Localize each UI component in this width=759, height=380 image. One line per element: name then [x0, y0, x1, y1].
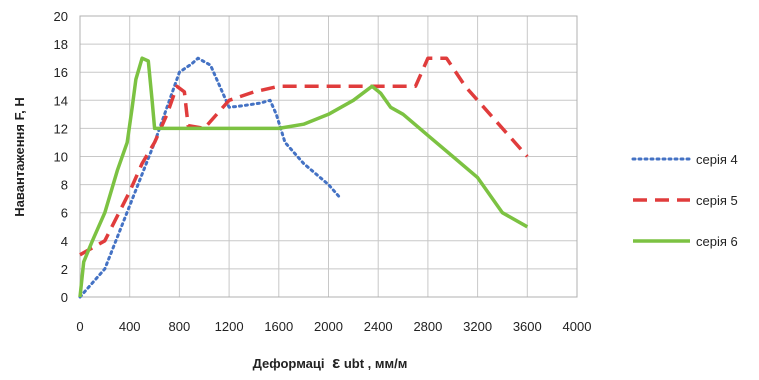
y-tick-label: 18 [54, 37, 68, 52]
y-tick-label: 12 [54, 121, 68, 136]
grid-lines [79, 15, 578, 298]
legend-label-3: серія 6 [696, 234, 738, 249]
x-tick-label: 3600 [513, 319, 542, 334]
x-tick-label: 2800 [413, 319, 442, 334]
x-tick-label: 2400 [364, 319, 393, 334]
x-axis-title-unit: , мм/м [368, 356, 408, 371]
x-axis-title-symbol: ε [332, 353, 340, 372]
y-tick-label: 20 [54, 9, 68, 24]
y-tick-label: 6 [61, 206, 68, 221]
x-tick-label: 1200 [215, 319, 244, 334]
y-tick-labels: 0 2 4 6 8 10 12 14 16 18 20 [54, 9, 68, 305]
x-tick-label: 800 [169, 319, 191, 334]
y-tick-label: 16 [54, 65, 68, 80]
y-tick-label: 14 [54, 93, 68, 108]
series-line-2 [79, 56, 529, 257]
y-tick-label: 2 [61, 262, 68, 277]
y-tick-label: 10 [54, 150, 68, 165]
x-tick-labels: 0 400 800 1200 1600 2000 2400 2800 3200 3600 4000 [76, 319, 591, 334]
x-tick-label: 400 [119, 319, 141, 334]
x-axis-title: Деформаці ε ubt , мм/м [253, 353, 408, 372]
legend-label-2: серія 5 [696, 193, 738, 208]
x-tick-label: 4000 [563, 319, 592, 334]
x-tick-label: 3200 [463, 319, 492, 334]
y-tick-label: 4 [61, 234, 68, 249]
x-tick-label: 2000 [314, 319, 343, 334]
y-tick-label: 0 [61, 290, 68, 305]
x-axis-title-subscript: ubt [344, 356, 365, 371]
x-tick-label: 0 [76, 319, 83, 334]
series-line-1 [78, 56, 343, 299]
legend-label-1: серія 4 [696, 152, 738, 167]
legend: серія 4 серія 5 серія 6 [631, 152, 738, 249]
y-axis-title: Навантаження F, Н [12, 97, 27, 216]
x-tick-label: 1600 [264, 319, 293, 334]
series-lines [78, 56, 529, 299]
x-axis-title-prefix: Деформаці [253, 356, 325, 371]
series-line-3 [78, 56, 529, 298]
y-tick-label: 8 [61, 178, 68, 193]
plot-frame [79, 15, 578, 298]
